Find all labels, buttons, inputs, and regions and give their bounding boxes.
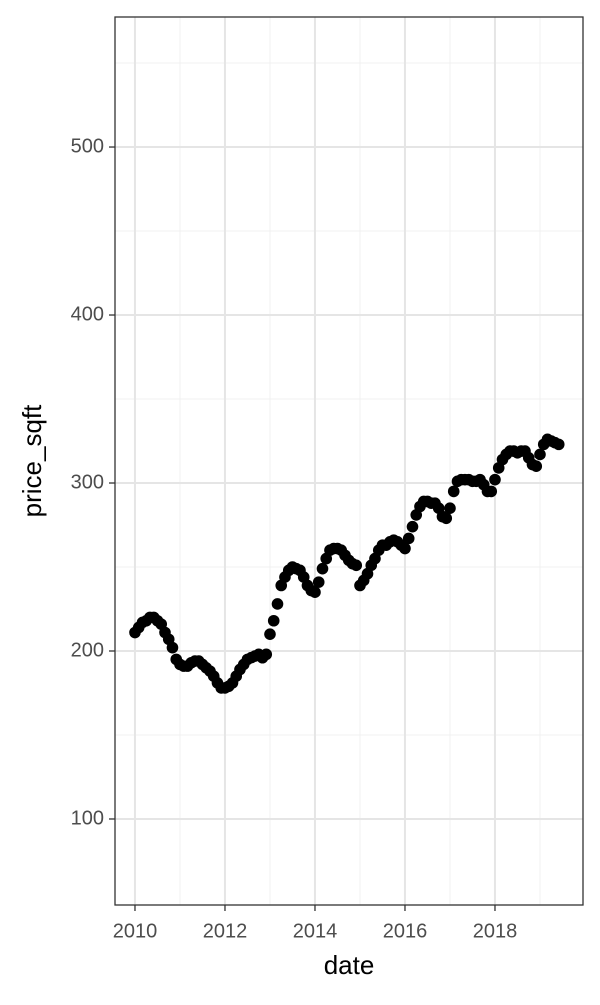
point	[260, 648, 273, 661]
point	[309, 586, 321, 599]
point	[312, 576, 325, 588]
y-tick-label: 300	[71, 471, 104, 493]
point	[440, 512, 453, 525]
panel-border	[114, 16, 584, 906]
y-tick-label: 200	[71, 639, 104, 661]
point	[399, 542, 411, 555]
y-tick-label: 400	[71, 303, 104, 325]
point	[166, 641, 179, 654]
point	[485, 485, 498, 498]
x-tick-label: 2012	[203, 920, 248, 942]
x-tick-label: 2014	[293, 920, 338, 942]
x-tick-label: 2016	[383, 920, 428, 942]
point	[444, 502, 456, 515]
points	[129, 433, 565, 694]
y-axis-title: price_sqft	[17, 404, 47, 517]
point	[530, 460, 543, 473]
y-tick-label: 100	[71, 807, 104, 829]
point	[447, 485, 460, 498]
grid	[115, 17, 583, 905]
point	[316, 562, 329, 575]
y-tick-label: 500	[71, 135, 104, 157]
point	[406, 520, 419, 533]
point	[489, 473, 501, 486]
x-tick-label: 2010	[113, 920, 158, 942]
point	[552, 438, 565, 451]
point	[402, 532, 415, 545]
axes: 2010 2012 2014 2016 2018 100 200 300 400 500	[71, 135, 518, 942]
point	[271, 598, 284, 610]
point	[267, 614, 280, 627]
point	[350, 559, 363, 572]
x-tick-label: 2018	[473, 920, 518, 942]
point	[264, 628, 276, 640]
x-axis-title: date	[324, 950, 375, 980]
point	[534, 448, 546, 461]
